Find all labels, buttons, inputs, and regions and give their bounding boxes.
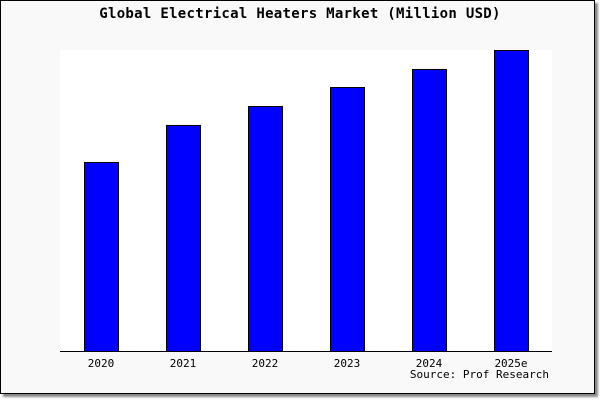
source-note: Source: Prof Research [409,368,549,381]
bar-2020 [84,161,119,352]
bar-2021 [166,124,201,352]
bar-2022 [248,105,283,353]
bar-2024 [412,68,447,352]
bar-2025e [494,50,529,352]
plot-area [60,50,552,351]
x-tick-label: 2023 [334,357,361,370]
x-tick-label: 2024 [416,357,443,370]
x-tick-label: 2021 [170,357,197,370]
x-tick-label: 2022 [252,357,279,370]
x-tick-label: 2025e [494,357,527,370]
x-tick-label: 2020 [88,357,115,370]
bar-2023 [330,87,365,352]
chart-title: Global Electrical Heaters Market (Millio… [99,6,501,22]
